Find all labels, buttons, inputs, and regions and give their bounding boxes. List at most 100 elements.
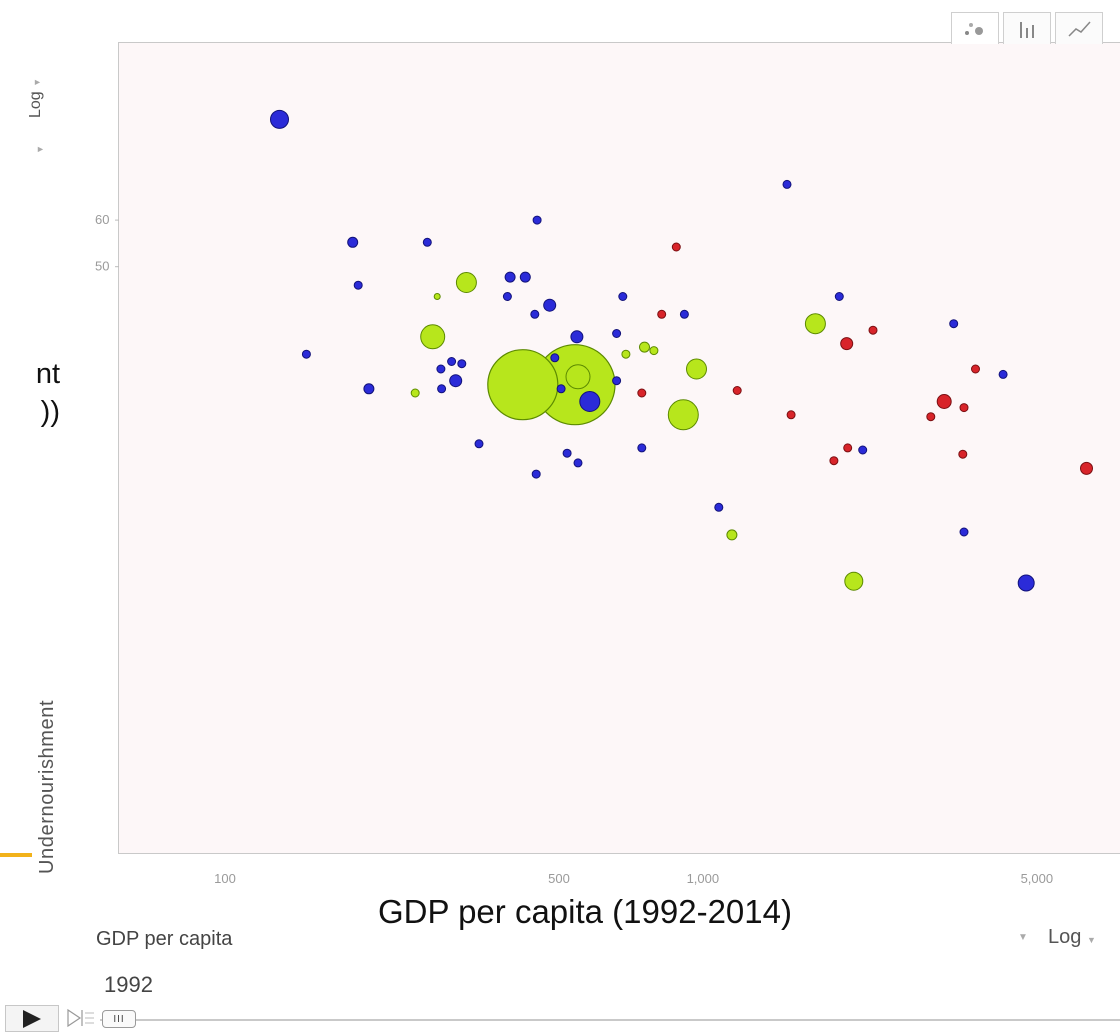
plot-area[interactable]: 60 50 100 500 1,000 5,000	[95, 42, 1120, 886]
x-tick-label: 5,000	[1021, 871, 1054, 886]
tab-bar-chart[interactable]	[1003, 12, 1051, 44]
y-scale-label: Log	[27, 91, 44, 118]
bubble-chart-icon	[965, 22, 983, 35]
line-chart-icon	[1068, 20, 1091, 37]
data-point-blue[interactable]	[579, 391, 601, 412]
data-point-red[interactable]	[829, 456, 839, 466]
data-point-blue[interactable]	[949, 319, 959, 329]
data-point-red[interactable]	[971, 364, 980, 374]
y-axis-ticks: 60 50	[95, 212, 119, 274]
accent-bar	[0, 853, 32, 857]
data-point-blue[interactable]	[532, 215, 542, 225]
data-point-green[interactable]	[621, 349, 631, 359]
data-point-green[interactable]	[667, 399, 699, 431]
play-button[interactable]	[5, 1005, 59, 1032]
data-point-blue[interactable]	[301, 349, 311, 359]
x-axis-selector[interactable]: GDP per capita	[96, 928, 233, 950]
x-scale-selector[interactable]: Log ▼	[1048, 926, 1096, 949]
data-point-red[interactable]	[926, 412, 936, 422]
data-point-blue[interactable]	[550, 353, 560, 363]
timeline-slider-thumb[interactable]: III	[102, 1010, 136, 1028]
data-point-green[interactable]	[804, 313, 826, 335]
data-point-blue[interactable]	[543, 298, 557, 312]
data-point-blue[interactable]	[474, 439, 484, 449]
data-point-blue[interactable]	[531, 469, 541, 479]
data-point-red[interactable]	[936, 394, 952, 409]
data-point-red[interactable]	[637, 388, 647, 398]
data-point-red[interactable]	[1080, 461, 1093, 475]
data-point-blue[interactable]	[556, 384, 566, 394]
data-point-blue[interactable]	[363, 383, 375, 395]
data-points	[270, 109, 1093, 592]
data-point-blue[interactable]	[714, 502, 724, 512]
data-point-blue[interactable]	[959, 527, 969, 537]
data-point-blue[interactable]	[570, 330, 584, 344]
y-scale-selector[interactable]: Log ▼	[27, 78, 45, 118]
step-forward-icon	[67, 1008, 94, 1028]
timeline-slider-track[interactable]	[100, 1019, 1120, 1021]
data-point-blue[interactable]	[782, 179, 792, 189]
data-point-red[interactable]	[657, 309, 667, 319]
data-point-blue[interactable]	[504, 271, 516, 283]
data-point-red[interactable]	[840, 337, 854, 351]
year-label: 1992	[104, 972, 153, 997]
data-point-green[interactable]	[565, 364, 591, 390]
tab-line-chart[interactable]	[1055, 12, 1103, 44]
data-point-blue[interactable]	[519, 271, 531, 283]
data-point-green[interactable]	[433, 293, 441, 300]
y-scale-dropdown-icon: ▼	[32, 77, 42, 87]
cropped-label-line-2: ))	[40, 396, 60, 428]
data-point-blue[interactable]	[502, 292, 512, 301]
x-axis-caret-icon[interactable]: ▼	[1018, 932, 1028, 943]
y-tick-label: 60	[95, 212, 109, 227]
data-point-blue[interactable]	[562, 448, 572, 458]
data-point-green[interactable]	[686, 358, 707, 380]
data-point-blue[interactable]	[573, 458, 583, 468]
y-tick-label: 50	[95, 259, 109, 274]
data-point-blue[interactable]	[457, 359, 467, 369]
data-point-blue[interactable]	[858, 445, 868, 455]
tab-bubble-chart[interactable]	[951, 12, 999, 44]
data-point-blue[interactable]	[834, 292, 844, 301]
data-point-blue[interactable]	[437, 384, 447, 394]
data-point-green[interactable]	[487, 349, 559, 421]
data-point-blue[interactable]	[637, 443, 647, 453]
data-point-blue[interactable]	[618, 292, 628, 301]
x-tick-label: 500	[548, 871, 570, 886]
data-point-blue[interactable]	[1017, 574, 1035, 592]
data-point-green[interactable]	[410, 388, 420, 398]
data-point-green[interactable]	[844, 571, 864, 591]
data-point-red[interactable]	[958, 449, 968, 459]
data-point-red[interactable]	[786, 410, 796, 420]
data-point-blue[interactable]	[998, 369, 1008, 379]
data-point-blue[interactable]	[612, 329, 622, 338]
data-point-blue[interactable]	[679, 309, 689, 319]
data-point-blue[interactable]	[353, 280, 363, 290]
data-point-blue[interactable]	[530, 309, 540, 319]
data-point-red[interactable]	[868, 325, 878, 335]
step-forward-button[interactable]	[66, 1007, 96, 1029]
x-axis-title: GDP per capita (1992-2014)	[378, 893, 792, 930]
data-point-green[interactable]	[455, 272, 477, 293]
data-point-red[interactable]	[732, 386, 742, 395]
data-point-blue[interactable]	[436, 364, 446, 374]
x-tick-label: 100	[214, 871, 236, 886]
chart-type-tabs	[951, 12, 1107, 44]
data-point-blue[interactable]	[270, 109, 289, 129]
data-point-green[interactable]	[420, 324, 446, 350]
cropped-side-label: nt ))	[0, 355, 60, 431]
data-point-green[interactable]	[726, 529, 738, 541]
data-point-blue[interactable]	[447, 357, 457, 366]
data-point-blue[interactable]	[347, 236, 359, 248]
data-point-blue[interactable]	[422, 237, 432, 247]
data-point-red[interactable]	[843, 443, 853, 453]
data-point-green[interactable]	[639, 341, 650, 353]
y-axis-caret-icon[interactable]: ►	[36, 144, 45, 154]
data-point-blue[interactable]	[612, 376, 622, 386]
x-axis-ticks: 100 500 1,000 5,000	[214, 871, 1053, 886]
data-point-red[interactable]	[671, 242, 681, 252]
data-point-red[interactable]	[959, 403, 969, 413]
y-axis-selector[interactable]: Undernourishment	[36, 699, 58, 874]
data-point-green[interactable]	[649, 346, 659, 356]
data-point-blue[interactable]	[449, 374, 463, 388]
